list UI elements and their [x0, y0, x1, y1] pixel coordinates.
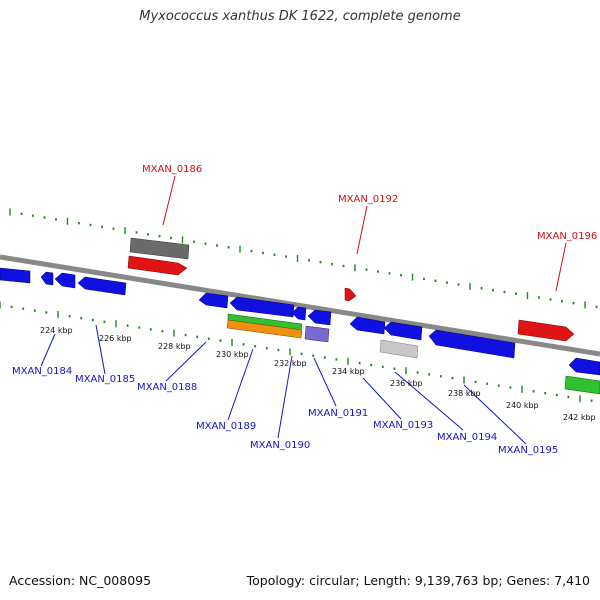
scale-label: 232 kbp [274, 359, 307, 368]
gene-label-mxan-0184[interactable]: MXAN_0184 [12, 366, 72, 377]
genome-summary-text: Topology: circular; Length: 9,139,763 bp… [246, 573, 590, 588]
gene-label-mxan-0189[interactable]: MXAN_0189 [196, 421, 256, 432]
gene-label-mxan-0193[interactable]: MXAN_0193 [373, 420, 433, 431]
callout-lines-top [162, 175, 567, 292]
genome-backbone [0, 254, 600, 357]
forward-strand-features [127, 237, 575, 342]
gene-mxan-0198-feature[interactable] [564, 375, 600, 395]
gene-mxan-0197-feature[interactable] [568, 357, 600, 376]
gene-mxan-0192-feature[interactable] [344, 287, 357, 302]
gene-mxan-0189a-feature[interactable] [229, 296, 295, 318]
scale-labels: 224 kbp 226 kbp 228 kbp 230 kbp 232 kbp … [40, 326, 596, 422]
gene-mxan-0190-feature[interactable] [226, 319, 303, 339]
gene-labels-bottom: MXAN_0184 MXAN_0185 MXAN_0188 MXAN_0189 … [12, 366, 558, 456]
gene-mxan-0193b-feature[interactable] [383, 321, 423, 341]
gene-mxan-0185-feature[interactable] [77, 276, 127, 296]
gene-label-mxan-0191[interactable]: MXAN_0191 [308, 408, 368, 419]
lower-tick-ring [0, 301, 593, 403]
gene-forward-arrow[interactable] [127, 255, 188, 276]
scale-label: 228 kbp [158, 342, 191, 351]
gene-mxan-0188-feature[interactable] [198, 292, 229, 309]
scale-label: 226 kbp [99, 334, 132, 343]
gene-label-mxan-0192[interactable]: MXAN_0192 [338, 194, 398, 205]
scale-label: 234 kbp [332, 367, 365, 376]
gene-labels-top: MXAN_0186 MXAN_0192 MXAN_0196 [142, 164, 597, 242]
reverse-strand-features [0, 267, 600, 395]
gene-mxan-0193-feature[interactable] [379, 339, 419, 359]
gene-label-mxan-0196[interactable]: MXAN_0196 [537, 231, 597, 242]
gene-mxan-0184-feature[interactable] [40, 271, 54, 286]
gene-mxan-0191-feature[interactable] [304, 325, 330, 343]
scale-label: 240 kbp [506, 401, 539, 410]
scale-label: 224 kbp [40, 326, 73, 335]
gene-label-mxan-0188[interactable]: MXAN_0188 [137, 382, 197, 393]
gene-label-mxan-0190[interactable]: MXAN_0190 [250, 440, 310, 451]
gene-mxan-0186-feature[interactable] [129, 237, 190, 260]
gene-label-mxan-0185[interactable]: MXAN_0185 [75, 374, 135, 385]
scale-label: 242 kbp [563, 413, 596, 422]
callout-lines-bottom [40, 324, 527, 445]
gene-mxan-0191a-feature[interactable] [307, 309, 332, 326]
scale-label: 238 kbp [448, 389, 481, 398]
gene-mxan-0194-feature[interactable] [428, 329, 516, 359]
gene-mxan-0185a-feature[interactable] [54, 272, 76, 289]
gene-mxan-0183-feature[interactable] [0, 267, 31, 284]
gene-label-mxan-0195[interactable]: MXAN_0195 [498, 445, 558, 456]
scale-label: 230 kbp [216, 350, 249, 359]
accession-text: Accession: NC_008095 [9, 573, 152, 588]
gene-mxan-0196-feature[interactable] [517, 319, 575, 342]
gene-label-mxan-0186[interactable]: MXAN_0186 [142, 164, 202, 175]
genome-title: Myxococcus xanthus DK 1622, complete gen… [139, 9, 461, 24]
upper-tick-ring [9, 208, 598, 309]
gene-label-mxan-0194[interactable]: MXAN_0194 [437, 432, 497, 443]
scale-label: 236 kbp [390, 379, 423, 388]
gene-mxan-0190a-feature[interactable] [291, 306, 307, 321]
